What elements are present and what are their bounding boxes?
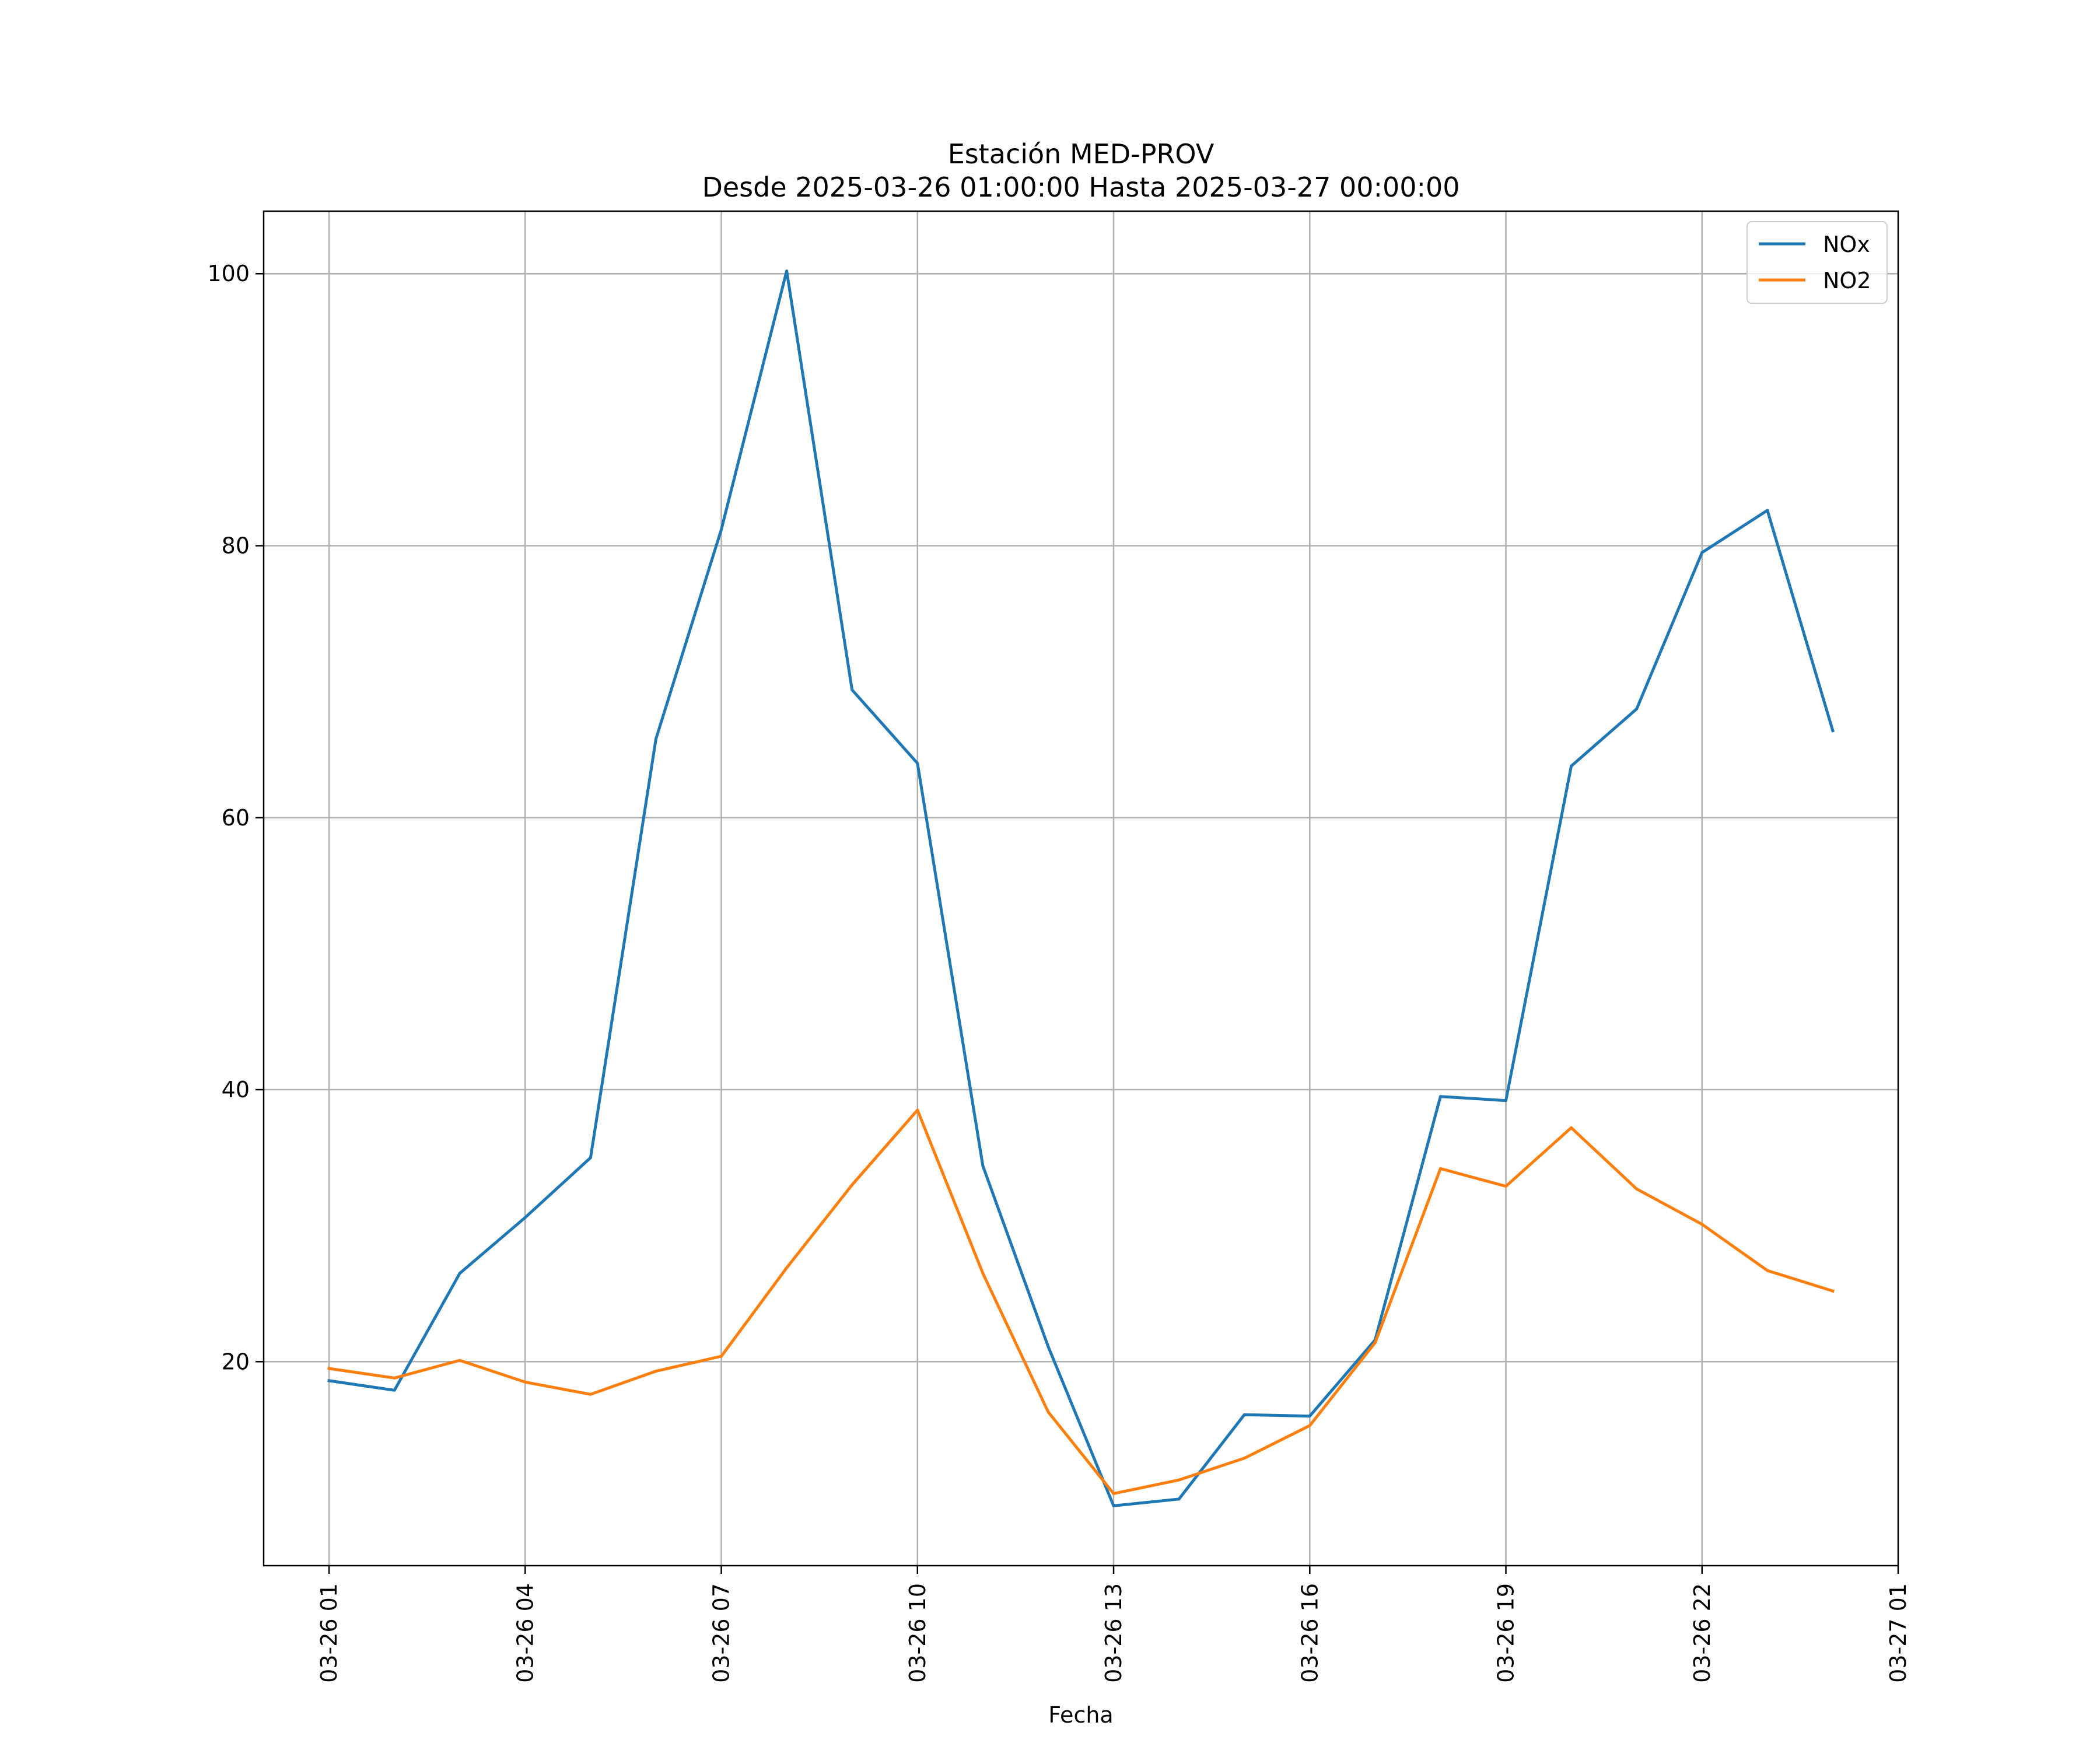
data-point-nox (327, 1379, 331, 1382)
data-point-no2 (785, 1266, 789, 1269)
series-line-nox (327, 270, 1835, 1507)
legend-label-nox: NOx (1823, 232, 1870, 257)
data-point-nox (1242, 1413, 1246, 1416)
data-point-nox (850, 688, 854, 692)
data-point-nox (393, 1388, 396, 1392)
data-point-nox (1046, 1345, 1050, 1349)
data-point-no2 (654, 1370, 657, 1373)
data-point-no2 (393, 1376, 396, 1380)
x-tick-label: 03-26 04 (512, 1583, 538, 1683)
data-point-nox (1504, 1099, 1508, 1102)
data-point-nox (981, 1164, 985, 1168)
data-point-no2 (1177, 1478, 1181, 1482)
legend: NOx NO2 (1746, 221, 1888, 304)
data-point-no2 (720, 1354, 723, 1358)
data-point-no2 (981, 1272, 985, 1275)
x-tick-label: 03-27 01 (1885, 1583, 1911, 1683)
data-point-no2 (1046, 1410, 1050, 1414)
data-point-no2 (916, 1108, 919, 1112)
x-tick-label: 03-26 07 (709, 1583, 734, 1683)
legend-label-no2: NO2 (1823, 268, 1871, 293)
data-point-no2 (1242, 1457, 1246, 1460)
y-tick-label: 60 (222, 805, 250, 831)
chart-title: Estación MED-PROV (948, 138, 1214, 170)
data-point-nox (1635, 707, 1639, 710)
data-point-no2 (1635, 1187, 1639, 1191)
data-point-nox (1570, 764, 1573, 768)
y-tick-label: 80 (222, 533, 250, 559)
x-tick-label: 03-26 10 (905, 1583, 930, 1683)
data-point-nox (589, 1156, 592, 1160)
x-tick-label: 03-26 01 (316, 1583, 342, 1683)
plot-frame (262, 210, 1899, 1567)
data-point-no2 (523, 1380, 527, 1384)
data-point-nox (1177, 1497, 1181, 1501)
data-point-nox (654, 737, 657, 741)
data-point-no2 (1112, 1492, 1115, 1495)
data-point-no2 (589, 1392, 592, 1396)
x-tick-label: 03-26 22 (1689, 1583, 1715, 1683)
data-point-nox (523, 1216, 527, 1219)
data-point-nox (1308, 1415, 1311, 1418)
x-tick-label: 03-26 16 (1297, 1583, 1322, 1683)
y-tick-label: 40 (222, 1077, 250, 1102)
series-line-no2 (327, 1108, 1835, 1495)
data-point-nox (458, 1272, 461, 1275)
data-point-nox (1112, 1504, 1115, 1507)
x-tick-label: 03-26 13 (1101, 1583, 1126, 1683)
data-point-no2 (1308, 1424, 1311, 1427)
data-point-no2 (1373, 1341, 1377, 1345)
data-point-nox (720, 528, 723, 531)
chart-subtitle: Desde 2025-03-26 01:00:00 Hasta 2025-03-… (702, 172, 1460, 203)
data-point-nox (1766, 509, 1769, 512)
plot-area (264, 211, 1898, 1566)
x-axis: 03-26 01 03-26 04 03-26 07 03-26 10 03-26 13… (316, 1566, 1911, 1683)
y-tick-label: 100 (207, 261, 250, 286)
data-point-no2 (458, 1359, 461, 1362)
data-point-no2 (1831, 1289, 1835, 1293)
data-point-no2 (1504, 1185, 1508, 1188)
data-point-nox (1438, 1095, 1442, 1098)
data-point-nox (1700, 551, 1704, 554)
data-point-nox (916, 762, 919, 765)
data-point-no2 (1700, 1223, 1704, 1226)
x-axis-label: Fecha (1048, 1702, 1113, 1728)
data-point-nox (785, 270, 789, 273)
grid (264, 211, 1898, 1566)
data-point-no2 (1766, 1269, 1769, 1272)
data-point-no2 (1570, 1126, 1573, 1129)
x-tick-label: 03-26 19 (1493, 1583, 1519, 1683)
data-point-no2 (1438, 1167, 1442, 1170)
y-tick-label: 20 (222, 1349, 250, 1374)
data-point-nox (1831, 729, 1835, 733)
data-point-no2 (850, 1183, 854, 1186)
data-point-no2 (327, 1367, 331, 1370)
legend-frame (1746, 221, 1888, 304)
series (327, 270, 1835, 1507)
y-axis: 20 40 60 80 100 (207, 261, 264, 1374)
